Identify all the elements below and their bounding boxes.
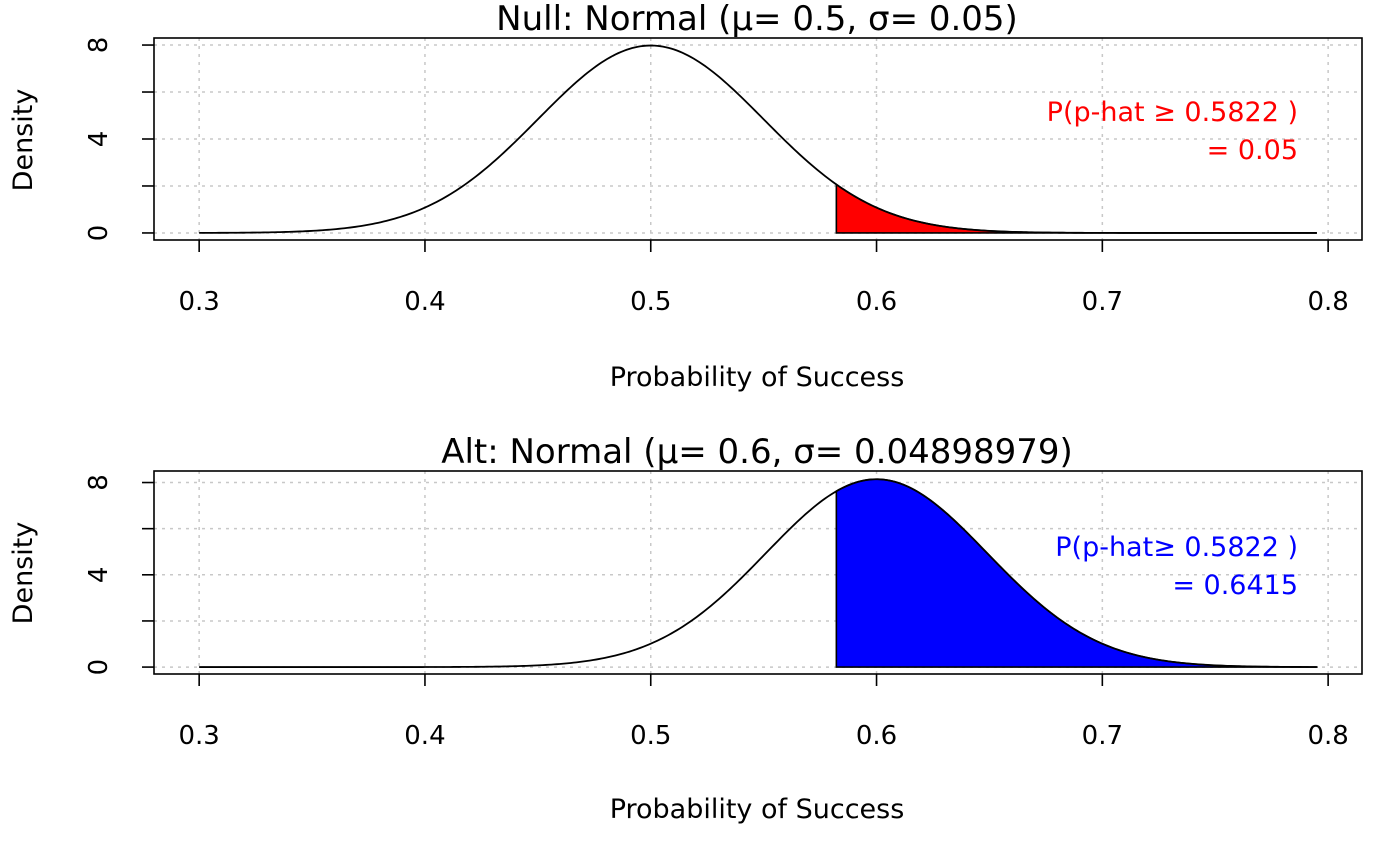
chart-title: Null: Normal (μ= 0.5, σ= 0.05) — [496, 0, 1018, 39]
x-tick-label: 0.8 — [1307, 287, 1348, 317]
probability-annotation-line1: P(p-hat ≥ 0.5822 ) — [1047, 97, 1298, 128]
x-tick-label: 0.5 — [630, 721, 671, 751]
y-tick-label: 4 — [84, 567, 114, 584]
y-tick-label: 0 — [84, 225, 114, 242]
probability-annotation-line2: = 0.6415 — [1172, 570, 1298, 601]
y-axis-label: Density — [8, 89, 39, 192]
density-curve — [199, 478, 1317, 668]
x-axis-label: Probability of Success — [610, 362, 905, 393]
y-tick-label: 4 — [84, 131, 114, 148]
x-tick-label: 0.5 — [630, 287, 671, 317]
x-tick-label: 0.6 — [856, 287, 897, 317]
x-tick-label: 0.4 — [404, 721, 445, 751]
x-tick-label: 0.4 — [404, 287, 445, 317]
y-tick-label: 0 — [84, 659, 114, 676]
shaded-tail-area — [835, 182, 1317, 234]
x-tick-label: 0.3 — [178, 287, 219, 317]
null-distribution-panel: 0.3 0.4 0.5 0.6 0.7 0.8 0 4 8 Null: Normal (μ= 0… — [8, 0, 1363, 393]
density-curve — [199, 44, 1317, 234]
probability-annotation-line2: = 0.05 — [1207, 135, 1298, 166]
x-tick-label: 0.8 — [1307, 721, 1348, 751]
y-tick-label: 8 — [84, 37, 114, 54]
x-tick-label: 0.3 — [178, 721, 219, 751]
x-axis-label: Probability of Success — [610, 794, 905, 825]
plot-frame — [153, 470, 1363, 675]
probability-annotation-line1: P(p-hat≥ 0.5822 ) — [1055, 532, 1298, 563]
x-tick-label: 0.6 — [856, 721, 897, 751]
x-tick-label: 0.7 — [1082, 721, 1123, 751]
y-axis-label: Density — [8, 522, 39, 625]
chart-title: Alt: Normal (μ= 0.6, σ= 0.04898979) — [441, 432, 1073, 472]
alt-distribution-panel: 0.3 0.4 0.5 0.6 0.7 0.8 0 4 8 Alt: Normal (μ= 0.… — [8, 432, 1363, 825]
x-tick-label: 0.7 — [1082, 287, 1123, 317]
y-tick-label: 8 — [84, 474, 114, 491]
